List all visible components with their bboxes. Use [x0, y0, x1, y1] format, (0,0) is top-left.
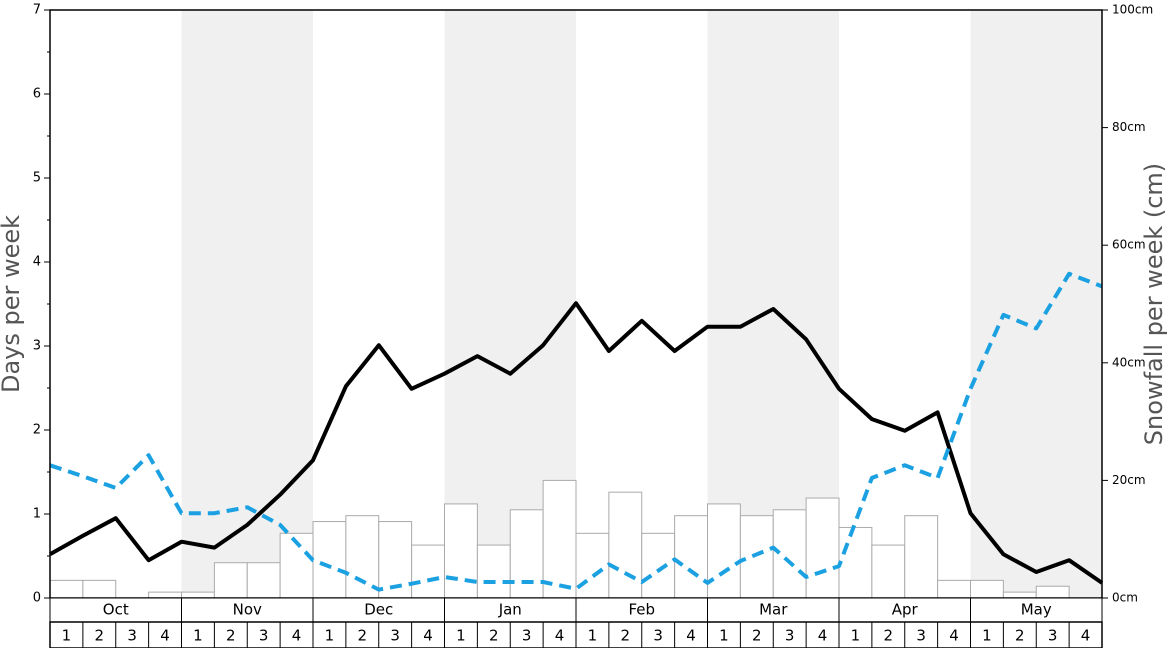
bar	[181, 591, 215, 599]
month-band	[970, 10, 1102, 598]
week-label: 2	[226, 627, 236, 645]
week-label: 2	[489, 627, 499, 645]
week-label: 3	[916, 627, 926, 645]
y2-axis-title: Snowfall per week (cm)	[1140, 163, 1168, 445]
month-label: Apr	[892, 601, 919, 619]
week-label: 4	[292, 627, 302, 645]
week-label: 3	[785, 627, 795, 645]
bar	[1035, 585, 1070, 599]
bar	[608, 491, 643, 599]
month-label: Feb	[628, 601, 655, 619]
month-label: Nov	[233, 601, 262, 619]
y-tick-label: 6	[33, 87, 41, 102]
y-tick-label: 4	[33, 255, 41, 270]
week-label: 4	[686, 627, 696, 645]
bar	[213, 562, 248, 599]
bar	[739, 515, 774, 599]
week-label: 1	[193, 627, 203, 645]
week-label: 2	[95, 627, 105, 645]
bar	[805, 497, 840, 599]
week-label: 2	[752, 627, 762, 645]
week-label: 4	[949, 627, 959, 645]
bar	[312, 521, 347, 599]
week-label: 4	[555, 627, 565, 645]
bar	[641, 532, 676, 599]
week-label: 2	[1015, 627, 1025, 645]
week-label: 3	[1048, 627, 1058, 645]
y2-tick-label: 100cm	[1112, 3, 1153, 17]
week-label: 1	[851, 627, 861, 645]
bar	[970, 579, 1004, 599]
series-line	[49, 271, 1103, 592]
bar	[937, 579, 971, 599]
y2-tick-label: 0cm	[1112, 591, 1138, 605]
week-label: 3	[522, 627, 532, 645]
week-label: 4	[1081, 627, 1091, 645]
week-label: 1	[588, 627, 598, 645]
week-label: 4	[818, 627, 828, 645]
bar	[1002, 591, 1037, 599]
series-line	[49, 301, 1104, 585]
y-tick-label: 2	[33, 423, 41, 438]
y-axis-title: Days per week	[0, 215, 25, 393]
bar	[707, 503, 741, 599]
bar	[246, 562, 281, 599]
y2-tick-label: 80cm	[1112, 120, 1146, 134]
bar	[575, 532, 610, 599]
y2-tick-label: 20cm	[1112, 473, 1146, 487]
y-tick-label: 1	[33, 507, 41, 522]
y-tick-label: 5	[33, 171, 41, 186]
bar	[49, 579, 84, 599]
month-band	[181, 10, 313, 598]
week-label: 1	[982, 627, 992, 645]
bar	[871, 544, 906, 599]
week-label: 2	[621, 627, 631, 645]
week-label: 1	[325, 627, 335, 645]
week-label: 3	[390, 627, 400, 645]
bar	[148, 591, 182, 599]
bar	[82, 579, 117, 599]
week-label: 3	[259, 627, 269, 645]
month-label: Jan	[498, 601, 522, 619]
week-label: 4	[160, 627, 170, 645]
y-tick-label: 0	[33, 591, 41, 606]
week-label: 1	[62, 627, 72, 645]
bar	[476, 544, 511, 599]
week-label: 1	[456, 627, 466, 645]
y2-tick-label: 60cm	[1112, 238, 1146, 252]
bar	[838, 526, 873, 599]
week-label: 1	[719, 627, 729, 645]
y-tick-label: 3	[33, 339, 41, 354]
week-label: 2	[884, 627, 894, 645]
week-label: 4	[423, 627, 433, 645]
month-label: Dec	[364, 601, 393, 619]
bar	[542, 479, 577, 599]
y2-tick-label: 40cm	[1112, 355, 1146, 369]
bar	[444, 503, 478, 599]
month-label: Oct	[103, 601, 129, 619]
bar	[411, 544, 445, 599]
week-label: 3	[653, 627, 663, 645]
bar	[904, 515, 939, 599]
month-label: Mar	[759, 601, 788, 619]
bar	[509, 509, 544, 599]
bar	[674, 515, 708, 599]
week-label: 3	[127, 627, 137, 645]
week-label: 2	[358, 627, 368, 645]
month-label: May	[1021, 601, 1052, 619]
y-tick-label: 7	[33, 3, 41, 18]
